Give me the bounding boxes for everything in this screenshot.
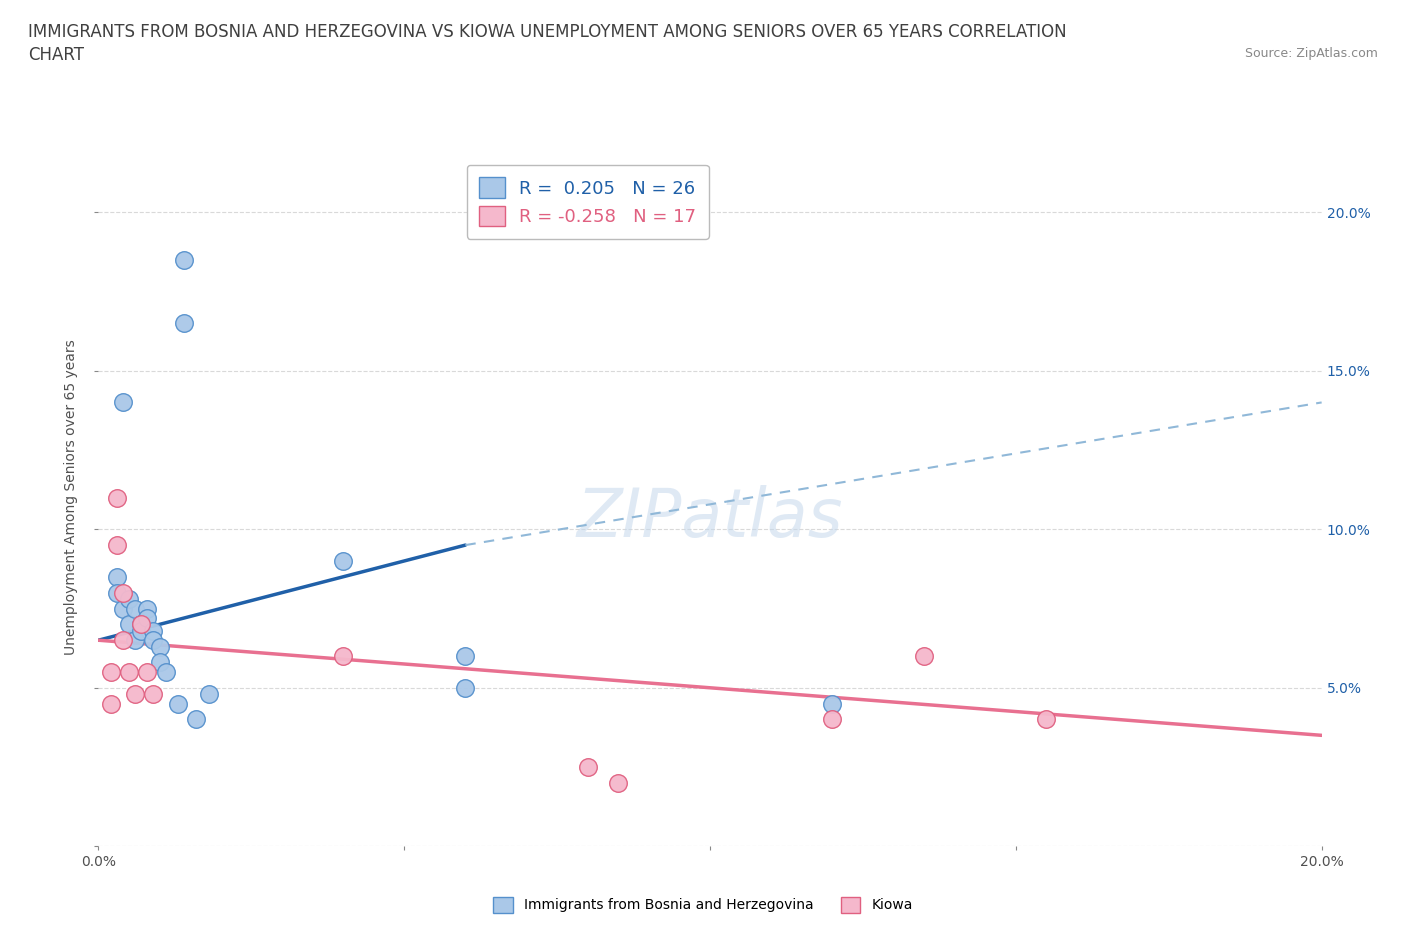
Point xyxy=(149,655,172,670)
Point xyxy=(105,490,128,505)
Text: IMMIGRANTS FROM BOSNIA AND HERZEGOVINA VS KIOWA UNEMPLOYMENT AMONG SENIORS OVER : IMMIGRANTS FROM BOSNIA AND HERZEGOVINA V… xyxy=(28,23,1067,41)
Point xyxy=(124,601,146,616)
Point xyxy=(124,686,146,701)
Point xyxy=(149,639,172,654)
Point xyxy=(105,569,128,584)
Point xyxy=(100,697,122,711)
Point xyxy=(332,553,354,568)
Point xyxy=(167,697,190,711)
Point xyxy=(142,623,165,638)
Text: ZIPatlas: ZIPatlas xyxy=(576,485,844,551)
Point xyxy=(111,585,134,600)
Point xyxy=(118,617,141,631)
Point xyxy=(576,760,599,775)
Point xyxy=(129,617,152,631)
Point xyxy=(124,632,146,647)
Point xyxy=(136,664,159,679)
Point xyxy=(454,681,477,696)
Legend: R =  0.205   N = 26, R = -0.258   N = 17: R = 0.205 N = 26, R = -0.258 N = 17 xyxy=(467,165,709,239)
Text: CHART: CHART xyxy=(28,46,84,64)
Point xyxy=(197,686,219,701)
Point xyxy=(136,601,159,616)
Point xyxy=(142,632,165,647)
Legend: Immigrants from Bosnia and Herzegovina, Kiowa: Immigrants from Bosnia and Herzegovina, … xyxy=(488,891,918,919)
Point xyxy=(118,664,141,679)
Point xyxy=(129,623,152,638)
Y-axis label: Unemployment Among Seniors over 65 years: Unemployment Among Seniors over 65 years xyxy=(65,339,79,656)
Point xyxy=(186,712,208,727)
Point xyxy=(173,316,195,331)
Point xyxy=(111,601,134,616)
Point xyxy=(136,611,159,626)
Point xyxy=(173,252,195,267)
Point xyxy=(111,632,134,647)
Point xyxy=(821,697,844,711)
Point xyxy=(129,617,152,631)
Point xyxy=(105,538,128,552)
Point xyxy=(142,686,165,701)
Point xyxy=(454,648,477,663)
Point xyxy=(105,585,128,600)
Text: Source: ZipAtlas.com: Source: ZipAtlas.com xyxy=(1244,46,1378,60)
Point xyxy=(118,591,141,606)
Point xyxy=(111,395,134,410)
Point xyxy=(607,776,630,790)
Point xyxy=(332,648,354,663)
Point xyxy=(100,664,122,679)
Point xyxy=(821,712,844,727)
Point xyxy=(912,648,935,663)
Point xyxy=(1035,712,1057,727)
Point xyxy=(155,664,177,679)
